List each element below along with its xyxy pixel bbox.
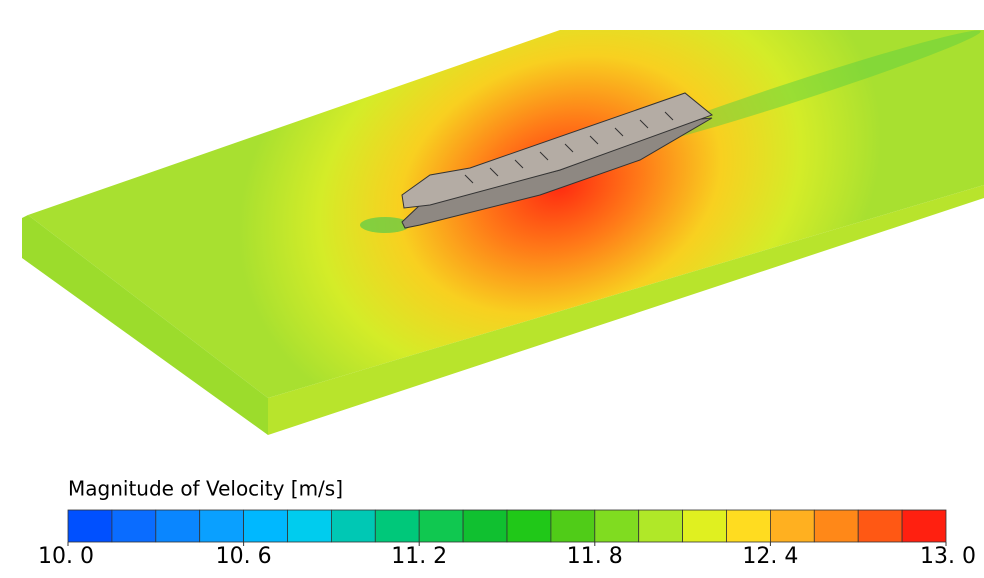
colorbar-segment bbox=[770, 509, 815, 543]
colorbar-segment bbox=[111, 509, 157, 543]
legend-title: Magnitude of Velocity [m/s] bbox=[68, 477, 343, 501]
tick-label: 11. 2 bbox=[391, 544, 447, 569]
colorbar-segment bbox=[813, 509, 859, 543]
colorbar-segment bbox=[550, 509, 596, 543]
tick-label: 12. 4 bbox=[742, 544, 798, 569]
colorbar-segment bbox=[418, 509, 464, 543]
colorbar-segment bbox=[638, 509, 684, 543]
domain-side bbox=[22, 215, 268, 435]
colorbar: Magnitude of Velocity [m/s] 10. 0 10. 6 11… bbox=[38, 477, 976, 570]
domain-front bbox=[268, 185, 984, 435]
colorbar-segment bbox=[506, 509, 552, 543]
colorbar-segment bbox=[726, 509, 771, 543]
deck bbox=[401, 92, 714, 209]
colorbar-segment bbox=[330, 509, 376, 543]
colorbar-segment bbox=[243, 509, 288, 543]
bow-wake bbox=[360, 217, 410, 233]
colorbar-segment bbox=[374, 509, 420, 543]
colorbar-segment bbox=[901, 509, 947, 543]
colorbar-segment bbox=[857, 509, 903, 543]
flow-domain bbox=[22, 30, 984, 435]
tick-label: 10. 6 bbox=[216, 544, 272, 569]
ship bbox=[401, 92, 714, 229]
tick-label: 10. 0 bbox=[38, 544, 94, 569]
tick-label: 13. 0 bbox=[920, 544, 976, 569]
colorbar-segment bbox=[287, 509, 332, 543]
colorbar-segment bbox=[682, 509, 727, 543]
deck-lines bbox=[464, 111, 674, 184]
colorbar-segment bbox=[67, 509, 113, 543]
domain-top bbox=[28, 30, 984, 398]
colorbar-segment bbox=[199, 509, 244, 543]
colorbar-segment bbox=[462, 509, 508, 543]
colorbar-segment bbox=[155, 509, 201, 543]
tick-label: 11. 8 bbox=[567, 544, 623, 569]
colorbar-segment bbox=[594, 509, 640, 543]
